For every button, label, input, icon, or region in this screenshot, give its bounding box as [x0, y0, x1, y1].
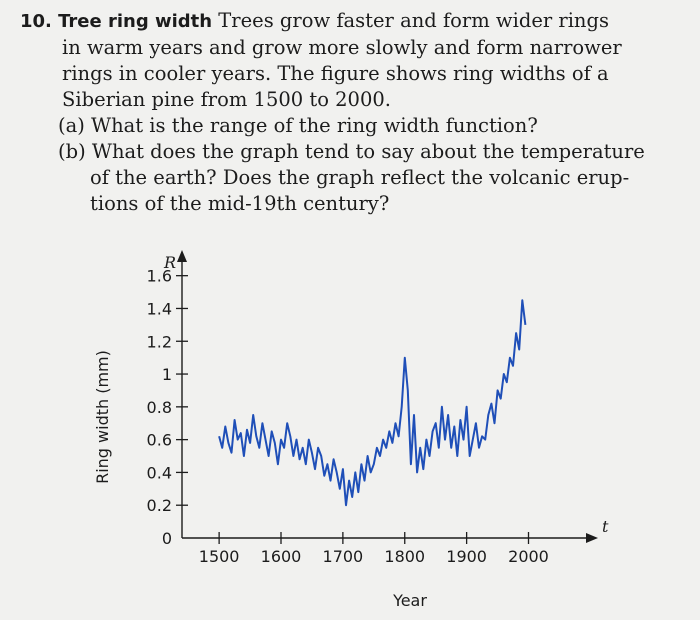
y-tick-label: 0.4	[147, 463, 172, 482]
problem-body-line-4: Siberian pine from 1500 to 2000.	[62, 88, 391, 111]
question-b-line-2: of the earth? Does the graph reflect the…	[90, 166, 630, 189]
problem-number: 10.	[20, 11, 52, 32]
x-tick-label: 1600	[261, 547, 302, 566]
y-tick-label: 1	[162, 365, 172, 384]
problem-text: 10. Tree ring width Trees grow faster an…	[20, 8, 680, 217]
problem-line-1: 10. Tree ring width Trees grow faster an…	[20, 8, 680, 35]
problem-body-line-3: rings in cooler years. The figure shows …	[62, 62, 609, 85]
y-axis-label: Ring width (mm)	[93, 350, 112, 484]
x-tick-label: 1900	[446, 547, 487, 566]
question-b-line-3: tions of the mid-19th century?	[90, 192, 390, 215]
y-tick-label: 1.2	[147, 332, 172, 351]
x-tick-label: 1700	[323, 547, 364, 566]
x-tick-label: 1800	[384, 547, 425, 566]
ring-width-series-line	[218, 299, 527, 507]
problem-title: Tree ring width	[58, 11, 213, 32]
x-axis-symbol: t	[602, 517, 609, 536]
chart-ticks: 0 0.2 0.4 0.6 0.8 1 1.2 1.4 1.6 1500 1600 1700 1800 1…	[147, 267, 549, 566]
y-tick-label: 0.2	[147, 496, 172, 515]
y-axis-arrow	[177, 250, 187, 262]
problem-body-line-2: in warm years and grow more slowly and f…	[62, 36, 622, 59]
x-axis-label: Year	[392, 591, 427, 610]
y-tick-label: 0.6	[147, 431, 172, 450]
question-b-line-1: (b) What does the graph tend to say abou…	[58, 140, 645, 163]
y-tick-label: 0	[162, 529, 172, 548]
chart-axes	[177, 250, 598, 543]
x-tick-label: 1500	[199, 547, 240, 566]
question-a: (a) What is the range of the ring width …	[58, 114, 538, 137]
y-tick-label: 0.8	[147, 398, 172, 417]
x-axis-arrow	[586, 533, 598, 543]
y-tick-label: 1.4	[147, 299, 172, 318]
x-tick-label: 2000	[508, 547, 549, 566]
problem-body-line-1: Trees grow faster and form wider rings	[218, 9, 609, 32]
y-axis-symbol: R	[163, 253, 176, 272]
chart-plot-area	[218, 299, 527, 507]
y-tick-label: 1.6	[147, 267, 172, 286]
